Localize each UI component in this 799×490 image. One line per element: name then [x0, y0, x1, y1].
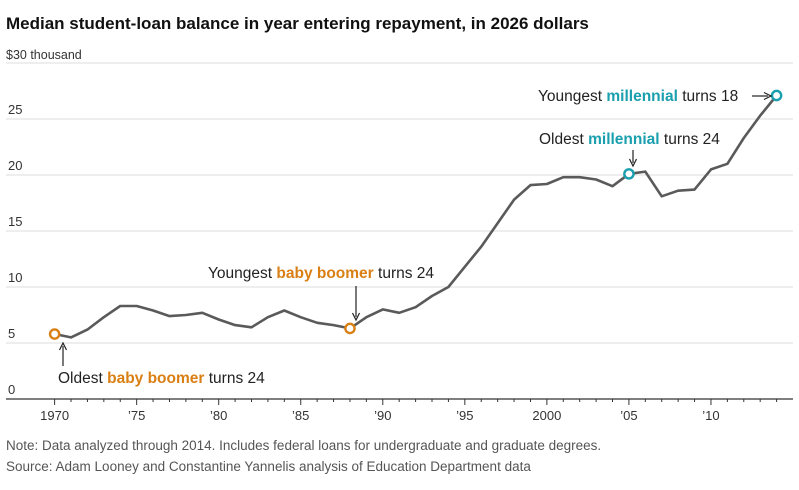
annotation-oldest-boomer: Oldest baby boomer turns 24: [58, 341, 265, 387]
gridlines: [6, 62, 793, 344]
marker-boomer-0: [48, 328, 61, 340]
annotation-text-oldest-boomer: Oldest baby boomer turns 24: [58, 370, 265, 387]
marker-boomer-1: [344, 322, 356, 335]
chart-title: Median student-loan balance in year ente…: [6, 14, 589, 33]
x-tick-label: ’85: [292, 408, 309, 423]
annotation-oldest-millennial: Oldest millennial turns 24: [539, 131, 720, 168]
x-tick-label: 1970: [40, 408, 69, 423]
annotation-youngest-millennial: Youngest millennial turns 18: [538, 88, 773, 105]
marker-millennial-2: [623, 168, 635, 180]
arrow-head-youngest-millennial: [763, 91, 773, 101]
y-tick-label: 15: [8, 214, 22, 229]
x-tick-label: ’80: [210, 408, 227, 423]
y-axis-ticks: 0 5 10 15 20 25: [8, 102, 22, 397]
annotation-youngest-boomer: Youngest baby boomer turns 24: [208, 265, 434, 322]
y-tick-label: 0: [8, 382, 15, 397]
arrow-head-oldest-boomer: [58, 341, 68, 351]
y-tick-label: 5: [8, 326, 15, 341]
chart-source: Source: Adam Looney and Constantine Yann…: [6, 459, 531, 474]
y-unit-label: $30 thousand: [6, 48, 82, 62]
marker-millennial-3: [770, 89, 783, 102]
arrow-head-oldest-millennial: [628, 158, 638, 168]
series-line: [53, 94, 778, 339]
y-tick-label: 20: [8, 158, 22, 173]
chart-note: Note: Data analyzed through 2014. Includ…: [6, 438, 601, 453]
x-tick-label: ’90: [374, 408, 391, 423]
annotation-text-youngest-millennial: Youngest millennial turns 18: [538, 88, 738, 105]
x-axis-ticks: 1970 ’75 ’80 ’85 ’90 ’95 2000 ’05 ’10: [40, 399, 778, 423]
annotation-text-youngest-boomer: Youngest baby boomer turns 24: [208, 265, 434, 282]
x-tick-label: 2000: [532, 408, 561, 423]
x-tick-label: ’05: [620, 408, 637, 423]
x-tick-label: ’75: [128, 408, 145, 423]
y-tick-label: 25: [8, 102, 22, 117]
x-tick-label: ’95: [456, 408, 473, 423]
x-tick-label: ’10: [702, 408, 719, 423]
arrow-head-youngest-boomer: [351, 312, 361, 322]
annotation-text-oldest-millennial: Oldest millennial turns 24: [539, 131, 720, 148]
markers: [48, 89, 783, 340]
y-tick-label: 10: [8, 270, 22, 285]
